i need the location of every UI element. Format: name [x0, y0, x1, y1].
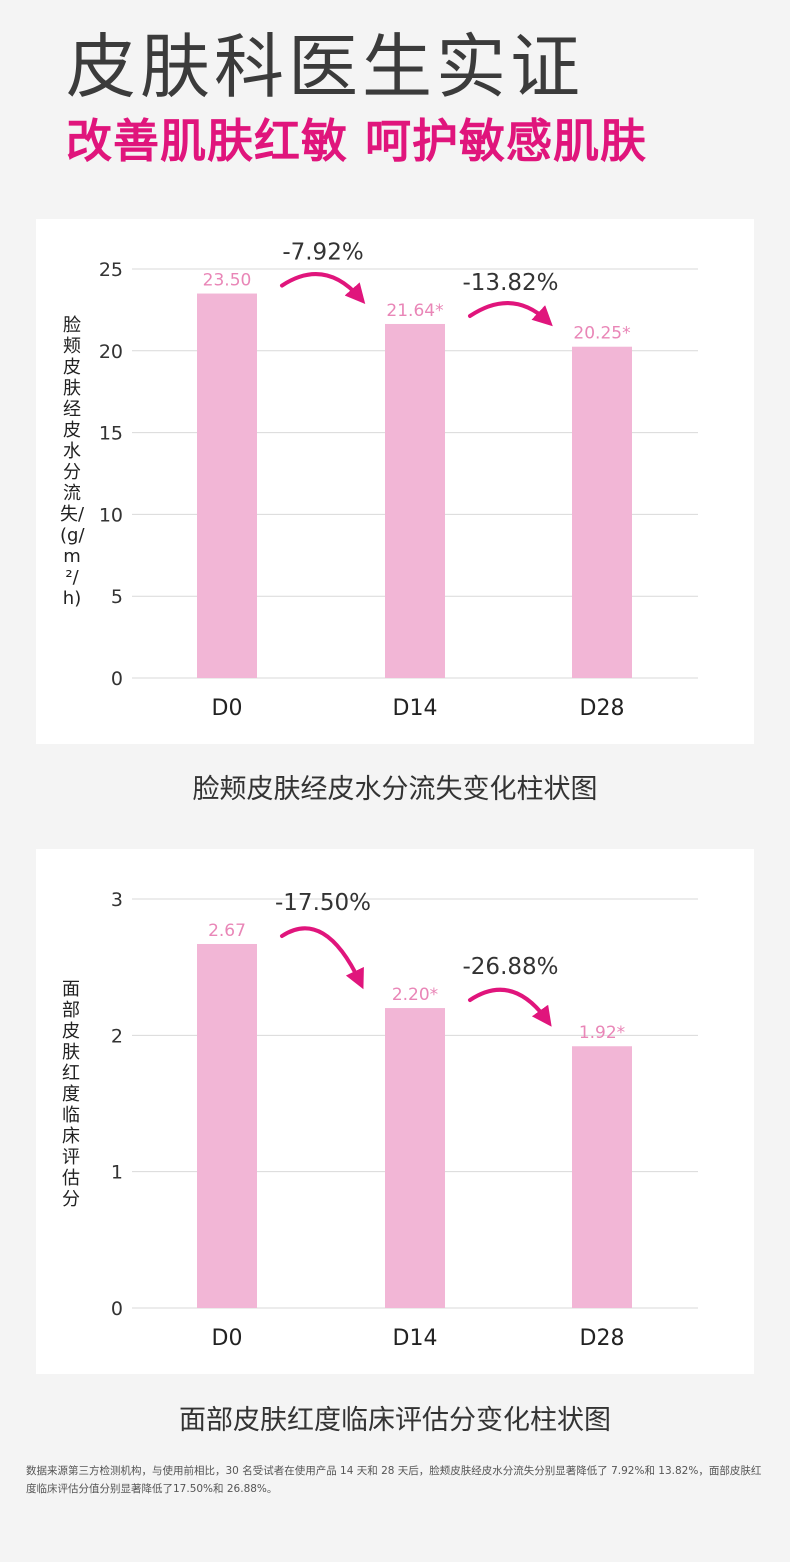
- y-tick-label: 2: [111, 1025, 123, 1047]
- chart-caption-tewl: 脸颊皮肤经皮水分流失变化柱状图: [192, 774, 598, 805]
- chart-tewl: 0 5 10 15 20 25 23.50 D0 21.64* D14 20.25* D28 -7.92…: [99, 240, 698, 721]
- bar: [385, 323, 445, 678]
- chart-panel-tewl: 0 5 10 15 20 25 23.50 D0 21.64* D14 20.25* D28 -7.92…: [36, 219, 754, 744]
- bar-value-label: 1.92*: [579, 1023, 625, 1043]
- bar-value-label: 2.67: [208, 921, 246, 941]
- page-title: 皮肤科医生实证: [66, 26, 584, 108]
- y-tick-label: 5: [111, 586, 123, 608]
- x-tick-label: D28: [580, 1326, 625, 1351]
- x-tick-label: D0: [212, 1326, 243, 1351]
- bar: [197, 293, 257, 678]
- y-tick-label: 1: [111, 1162, 123, 1184]
- page-subtitle: 改善肌肤红敏 呵护敏感肌肤: [66, 114, 648, 168]
- y-tick-label: 20: [99, 341, 123, 363]
- y-tick-label: 0: [111, 1298, 123, 1320]
- change-label: -13.82%: [463, 270, 559, 296]
- y-axis-label: 面部皮肤红度临床评估分: [62, 979, 80, 1210]
- bar: [385, 1008, 445, 1308]
- bar-value-label: 21.64*: [386, 301, 443, 321]
- change-arrow: [468, 301, 553, 327]
- change-label: -26.88%: [463, 954, 559, 980]
- y-tick-label: 15: [99, 423, 123, 445]
- x-tick-label: D14: [393, 1326, 438, 1351]
- change-arrow: [468, 987, 552, 1027]
- chart-redness: 0 1 2 3 2.67 D0 2.20* D14 1.92* D28 -17.50% -26.88%: [111, 889, 698, 1351]
- bar: [572, 346, 632, 678]
- bar: [197, 943, 257, 1308]
- y-tick-label: 3: [111, 889, 123, 911]
- y-tick-label: 10: [99, 504, 123, 526]
- change-arrow: [280, 926, 364, 990]
- bar-value-label: 23.50: [203, 271, 252, 291]
- x-tick-label: D28: [580, 696, 625, 721]
- footnote: 数据来源第三方检测机构，与使用前相比，30 名受试者在使用产品 14 天和 28…: [26, 1465, 762, 1495]
- change-label: -7.92%: [282, 240, 363, 266]
- x-tick-label: D14: [393, 696, 438, 721]
- chart-panel-redness: 0 1 2 3 2.67 D0 2.20* D14 1.92* D28 -17.50% -26.88%…: [36, 849, 754, 1374]
- bar: [572, 1046, 632, 1308]
- change-arrow: [280, 272, 366, 305]
- x-tick-label: D0: [212, 696, 243, 721]
- change-label: -17.50%: [275, 890, 371, 916]
- bar-value-label: 20.25*: [573, 324, 630, 344]
- y-tick-label: 0: [111, 668, 123, 690]
- y-tick-label: 25: [99, 259, 123, 281]
- y-axis-label: 脸颊皮肤经皮水分流失/(g/m²/h): [60, 315, 85, 609]
- bar-value-label: 2.20*: [392, 985, 438, 1005]
- chart-caption-redness: 面部皮肤红度临床评估分变化柱状图: [179, 1405, 611, 1436]
